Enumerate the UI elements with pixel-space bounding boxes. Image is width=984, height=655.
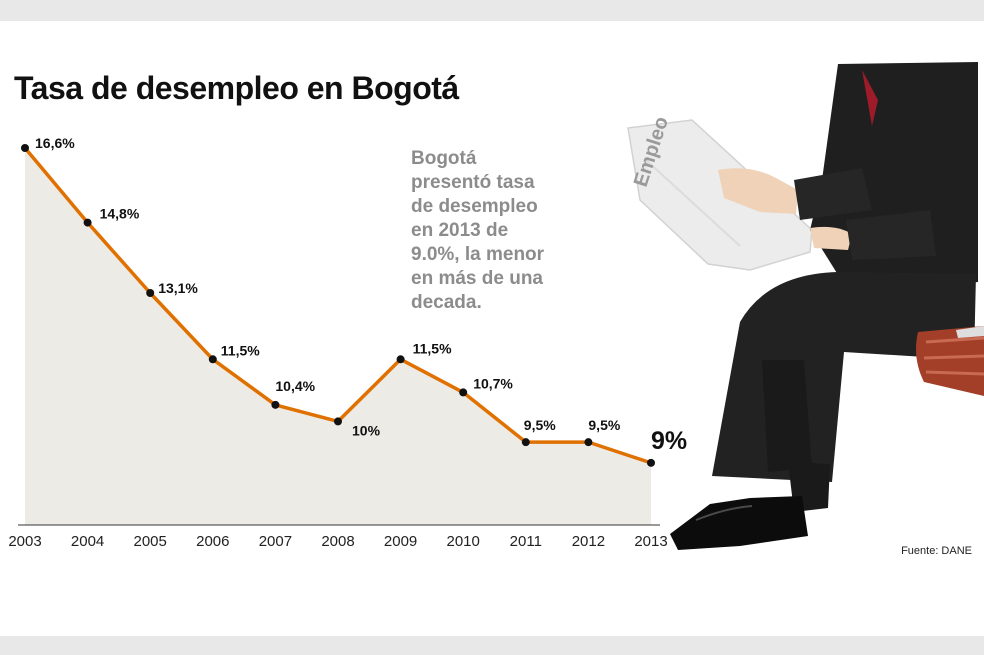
- data-label-2006: 11,5%: [221, 342, 260, 358]
- x-tick-2010: 2010: [447, 533, 480, 550]
- data-point-2012: [584, 438, 593, 447]
- data-label-2005: 13,1%: [158, 280, 198, 296]
- data-label-2009: 11,5%: [413, 340, 452, 356]
- data-point-2008: [334, 417, 342, 426]
- data-points: [21, 144, 655, 467]
- data-point-2013: [647, 458, 655, 467]
- data-label-2013: 9%: [651, 427, 687, 455]
- data-labels: 16,6% 14,8% 13,1% 11,5% 10,4% 10% 11,5% 10,7% 9,…: [35, 135, 687, 455]
- chart-title: Tasa de desempleo en Bogotá: [14, 70, 459, 106]
- data-point-2009: [396, 355, 405, 364]
- businessman-illustration: Empleo: [627, 62, 984, 550]
- x-tick-2003: 2003: [8, 533, 41, 550]
- x-tick-2005: 2005: [134, 533, 167, 550]
- annotation-text: Bogotá presentó tasa de desempleo en 201…: [411, 148, 545, 313]
- x-tick-labels: 2003 2004 2005 2006 2007 2008 2009 2010 2011 2012…: [8, 533, 667, 550]
- data-label-2003: 16,6%: [35, 135, 75, 151]
- data-label-2010: 10,7%: [473, 375, 513, 391]
- data-point-2011: [521, 438, 530, 447]
- data-point-2010: [459, 388, 468, 397]
- x-tick-2009: 2009: [384, 533, 417, 550]
- x-tick-2013: 2013: [634, 533, 667, 550]
- data-label-2008: 10%: [352, 422, 381, 438]
- x-tick-2006: 2006: [196, 533, 229, 550]
- chart-area-fill: [25, 148, 651, 525]
- data-point-2006: [208, 355, 217, 364]
- data-label-2011: 9,5%: [524, 417, 556, 433]
- source-note: Fuente: DANE: [901, 545, 972, 557]
- data-label-2004: 14,8%: [100, 206, 140, 222]
- x-tick-2012: 2012: [572, 533, 605, 550]
- x-tick-2008: 2008: [321, 533, 354, 550]
- top-band: [0, 0, 984, 21]
- data-point-2007: [271, 400, 280, 409]
- x-tick-2011: 2011: [510, 533, 542, 550]
- data-point-2005: [146, 289, 155, 297]
- data-point-2003: [21, 144, 29, 152]
- data-label-2007: 10,4%: [275, 378, 315, 394]
- x-tick-2007: 2007: [259, 533, 292, 550]
- bottom-band: [0, 636, 984, 655]
- data-point-2004: [83, 218, 92, 227]
- x-tick-2004: 2004: [71, 533, 104, 550]
- data-label-2012: 9,5%: [588, 417, 620, 433]
